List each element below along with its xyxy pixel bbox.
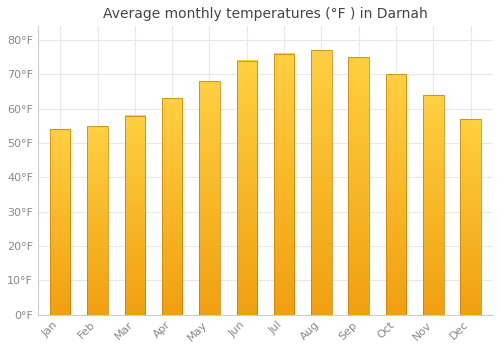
Bar [162,98,182,315]
Bar [124,116,145,315]
Bar [274,54,294,315]
Bar [460,119,481,315]
Bar [199,81,220,315]
Bar [236,61,257,315]
Bar [311,50,332,315]
Title: Average monthly temperatures (°F ) in Darnah: Average monthly temperatures (°F ) in Da… [103,7,428,21]
Bar [87,126,108,315]
Bar [386,74,406,315]
Bar [423,95,444,315]
Bar [50,129,70,315]
Bar [348,57,369,315]
